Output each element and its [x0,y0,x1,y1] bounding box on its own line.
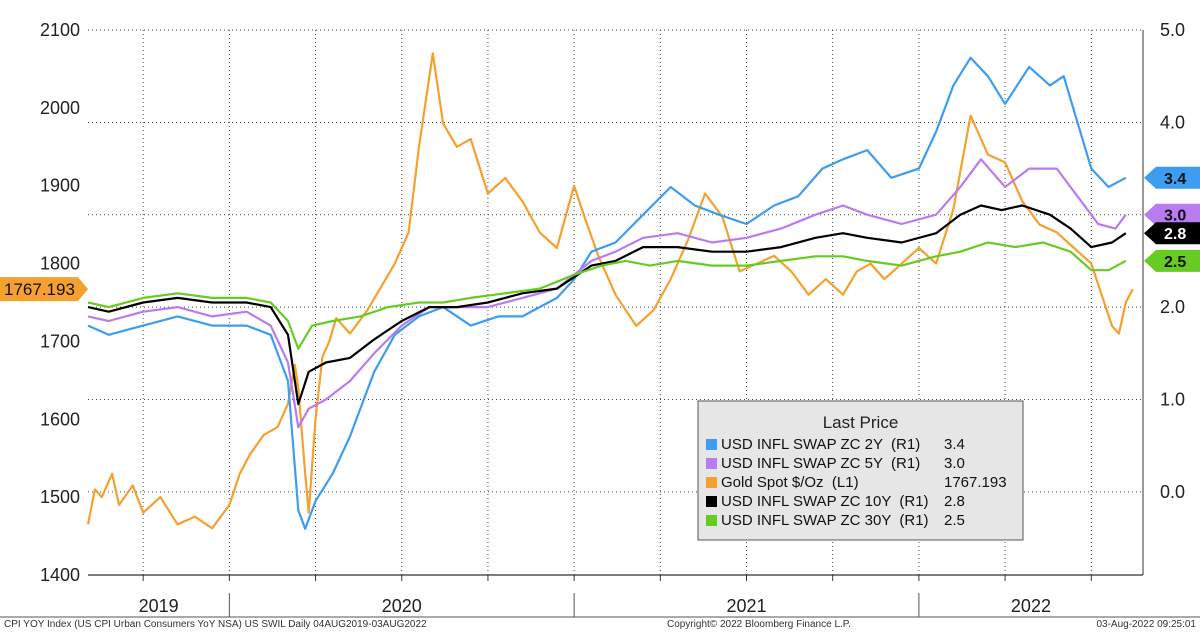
series-line-gold-spot-oz [86,52,1134,530]
legend-item-label: USD INFL SWAP ZC 2Y (R1) [721,436,920,453]
gold-price-badge-shape [0,277,88,302]
value-badge-shape [1144,249,1200,272]
value-badge: 3.4 [1144,166,1200,189]
year-label: 2020 [382,596,422,616]
value-badge: 3.0 [1144,203,1200,226]
left-tick-label: 1800 [40,254,80,274]
left-tick-label: 2000 [40,98,80,118]
value-badges: 3.4 3.02.8 2.5 1767.193 [0,166,1200,302]
left-tick-label: 1700 [40,331,80,351]
value-badge: 2.8 [1144,222,1200,245]
legend-item: USD INFL SWAP ZC 2Y (R1) 3.4 [706,436,965,453]
legend-item: USD INFL SWAP ZC 5Y (R1) 3.0 [706,455,965,472]
legend-swatch [706,496,717,507]
legend-title: Last Price [823,413,899,432]
legend-item-label: USD INFL SWAP ZC 30Y (R1) [721,512,929,529]
series-line-usd-infl-swap-zc-2y [87,56,1127,530]
value-badge-text: 3.4 [1164,171,1186,188]
legend-item-value: 3.4 [944,436,965,453]
gold-price-badge-text: 1767.193 [4,280,75,299]
legend-item: USD INFL SWAP ZC 30Y (R1) 2.5 [706,512,965,529]
footer: CPI YOY Index (US CPI Urban Consumers Yo… [4,619,1196,630]
left-tick-label: 1500 [40,487,80,507]
value-badge-text: 2.8 [1164,226,1186,243]
legend-box [697,400,1024,541]
legend-item-value: 1767.193 [944,474,1007,491]
footer-timestamp: 03-Aug-2022 09:25:01 [1096,619,1196,630]
footer-left: CPI YOY Index (US CPI Urban Consumers Yo… [4,619,427,630]
left-tick-label: 1400 [40,565,80,585]
series-line-usd-infl-swap-zc-5y [87,158,1127,429]
series-line-usd-infl-swap-zc-30y [87,241,1127,350]
legend-item-value: 2.8 [944,493,965,510]
right-tick-label: 1.0 [1160,389,1185,409]
legend-item: Gold Spot $/Oz (L1) 1767.193 [706,474,1007,491]
legend-item: USD INFL SWAP ZC 10Y (R1) 2.8 [706,493,965,510]
gold-price-badge: 1767.193 [0,277,88,302]
legend-item-label: Gold Spot $/Oz (L1) [721,474,859,491]
legend-swatch [706,439,717,450]
year-label: 2022 [1011,596,1051,616]
value-badge-shape [1144,222,1200,245]
series-layer [86,52,1134,530]
legend-item-label: USD INFL SWAP ZC 10Y (R1) [721,493,929,510]
left-tick-label: 1900 [40,176,80,196]
year-label: 2019 [139,596,179,616]
legend-swatch [706,458,717,469]
right-tick-label: 2.0 [1160,297,1185,317]
value-badge-shape [1144,166,1200,189]
value-badge-text: 2.5 [1164,254,1186,271]
axes: 5.0 4.0 3.0 2.0 1.0 0.0 2100 2000 1900 1800 1700 16… [0,20,1200,618]
footer-copyright: Copyright© 2022 Bloomberg Finance L.P. [667,619,851,630]
legend-swatch [706,477,717,488]
right-tick-label: 0.0 [1160,482,1185,502]
left-tick-label: 2100 [40,20,80,40]
year-label: 2021 [726,596,766,616]
legend-item-value: 3.0 [944,455,965,472]
legend-item-value: 2.5 [944,512,965,529]
value-badge: 2.5 [1144,249,1200,272]
legend-item-label: USD INFL SWAP ZC 5Y (R1) [721,455,920,472]
value-badge-shape [1144,203,1200,226]
value-badge-text: 3.0 [1164,208,1186,225]
left-tick-label: 1600 [40,409,80,429]
right-tick-label: 5.0 [1160,20,1185,40]
right-tick-label: 4.0 [1160,112,1185,132]
series-line-usd-infl-swap-zc-10y [87,204,1127,406]
legend-swatch [706,515,717,526]
